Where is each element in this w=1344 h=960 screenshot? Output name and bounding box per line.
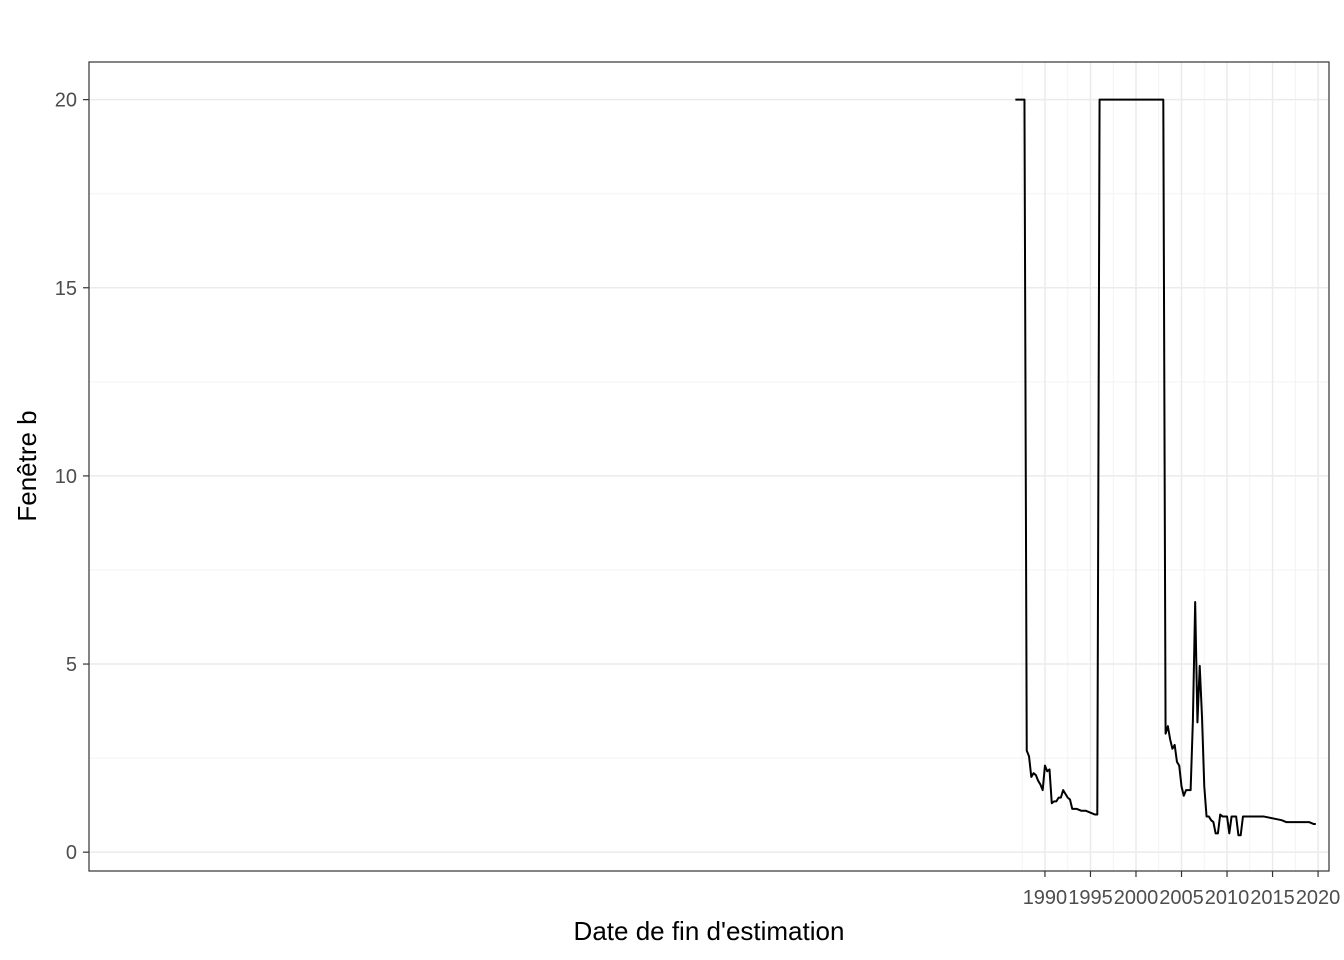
panel-border bbox=[88, 61, 1330, 872]
x-tick-label: 2000 bbox=[1114, 887, 1159, 909]
x-tick-label: 2010 bbox=[1205, 887, 1250, 909]
x-axis: 1990 1995 2000 2005 2010 2015 2020 bbox=[1023, 871, 1341, 909]
x-tick-label: 2020 bbox=[1296, 887, 1341, 909]
series-line bbox=[1015, 98, 1316, 837]
x-tick-label: 2015 bbox=[1250, 887, 1295, 909]
x-tick-label: 2005 bbox=[1159, 887, 1204, 909]
y-tick-label: 20 bbox=[55, 90, 77, 112]
x-tick-label: 1995 bbox=[1068, 887, 1113, 909]
y-axis-title: Fenêtre b bbox=[12, 410, 42, 521]
y-tick-label: 15 bbox=[55, 278, 77, 300]
y-tick-label: 0 bbox=[66, 842, 77, 864]
y-tick-label: 10 bbox=[55, 466, 77, 488]
x-axis-title: Date de fin d'estimation bbox=[574, 916, 845, 946]
y-axis: 0 5 10 15 20 bbox=[55, 90, 89, 864]
x-tick-label: 1990 bbox=[1023, 887, 1068, 909]
y-tick-label: 5 bbox=[66, 654, 77, 676]
